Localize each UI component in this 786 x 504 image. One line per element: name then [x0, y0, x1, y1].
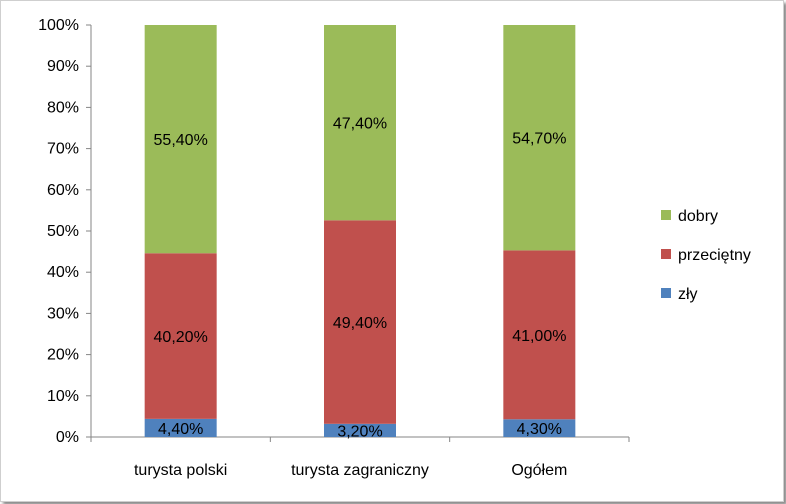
y-tick-label: 0% [56, 429, 79, 446]
y-tick-label: 30% [47, 305, 79, 322]
legend-swatch [661, 288, 671, 298]
data-label: 41,00% [512, 328, 566, 345]
data-label: 4,30% [517, 421, 562, 438]
y-tick-label: 40% [47, 264, 79, 281]
bar-segment [324, 220, 396, 424]
bar-segment [144, 25, 217, 254]
y-tick-label: 80% [47, 99, 79, 116]
bar-segment [144, 253, 217, 419]
bar-segment [503, 250, 576, 420]
data-label: 47,40% [333, 116, 387, 133]
bar-segment [324, 25, 396, 221]
x-category-label: turysta polski [134, 462, 227, 479]
bar-segment [503, 25, 576, 251]
x-category-label: turysta zagraniczny [291, 462, 429, 479]
y-tick-label: 10% [47, 388, 79, 405]
bar-segment [324, 423, 396, 437]
data-label: 54,70% [512, 131, 566, 148]
axes: 0% 10% 20% 30% 40% 50% 60% 70% 80% 90% 100% turysta… [38, 17, 630, 479]
data-labels: 4,40% 40,20% 55,40% 3,20% 49,40% 47,40% 4,30% 4… [154, 116, 567, 441]
data-label: 40,20% [154, 329, 208, 346]
y-tick-label: 100% [38, 17, 79, 34]
legend: dobry przeciętny zły [661, 208, 751, 303]
x-category-label: Ogółem [511, 462, 567, 479]
y-tick-label: 60% [47, 182, 79, 199]
legend-swatch [661, 210, 671, 220]
data-label: 49,40% [333, 315, 387, 332]
bar-segment [144, 418, 217, 437]
data-label: 3,20% [337, 423, 382, 440]
y-tick-label: 20% [47, 347, 79, 364]
y-tick-label: 90% [47, 58, 79, 75]
legend-swatch [661, 249, 671, 259]
legend-label: dobry [678, 208, 718, 225]
legend-label: przeciętny [678, 247, 751, 264]
legend-label: zły [678, 286, 698, 303]
bars [144, 25, 576, 437]
data-label: 4,40% [158, 421, 203, 438]
data-label: 55,40% [154, 132, 208, 149]
bar-segment [503, 419, 576, 437]
y-tick-label: 50% [47, 223, 79, 240]
y-tick-label: 70% [47, 141, 79, 158]
